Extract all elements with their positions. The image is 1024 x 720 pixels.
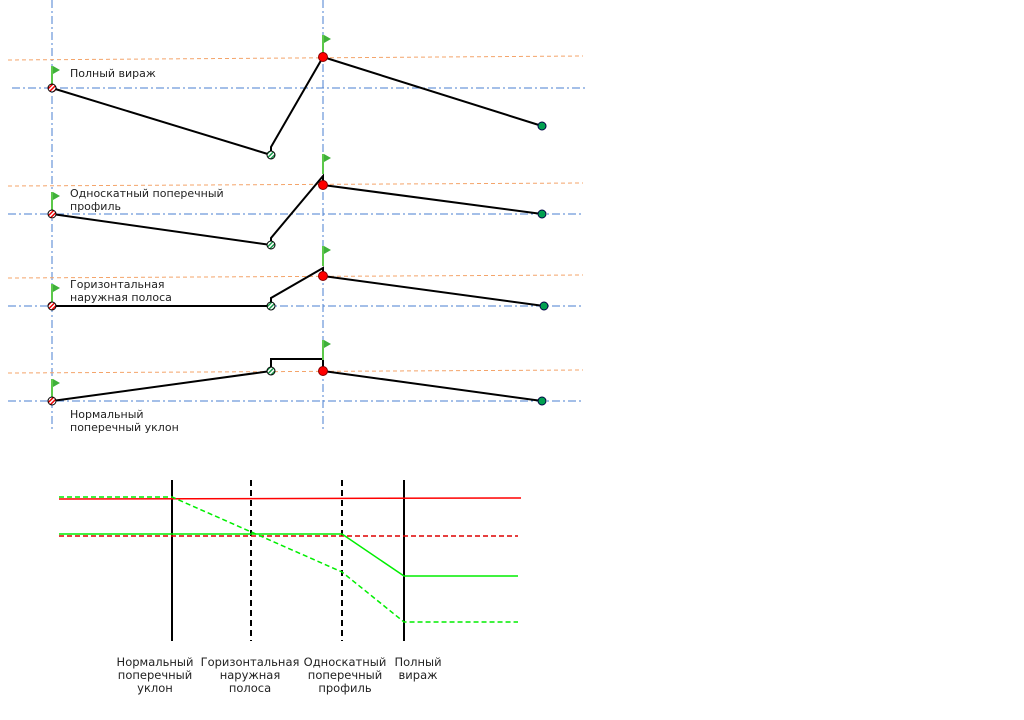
station-label: наружная <box>220 668 281 682</box>
flag-icon <box>51 378 61 400</box>
profile-normal-crown: Нормальный поперечный уклон <box>7 339 584 434</box>
solid-point-icon[interactable] <box>537 396 547 406</box>
flag-icon <box>322 245 332 267</box>
station-label: поперечный <box>308 668 382 682</box>
solid-point-icon[interactable] <box>318 271 328 281</box>
flag-icon <box>322 339 332 361</box>
flag-icon <box>51 65 61 87</box>
solid-point-icon[interactable] <box>537 121 547 131</box>
cross-section-line <box>51 55 543 157</box>
cross-section-line <box>52 266 545 307</box>
station-label: уклон <box>137 681 173 695</box>
cross-section-line <box>51 358 543 402</box>
profile-label: профиль <box>70 200 121 213</box>
flag-icon <box>322 34 332 56</box>
profile-label: Односкатный поперечный <box>70 187 224 200</box>
station-label: Полный <box>394 655 441 669</box>
profile-label: наружная полоса <box>70 291 172 304</box>
station-label: профиль <box>318 681 372 695</box>
hatched-point-icon[interactable] <box>266 150 276 160</box>
solid-point-icon[interactable] <box>537 209 547 219</box>
hatched-point-icon[interactable] <box>266 366 276 376</box>
profile-label: Полный вираж <box>70 67 156 80</box>
offset-line <box>7 182 584 187</box>
profile-label: поперечный уклон <box>70 421 179 434</box>
station-label: вираж <box>399 668 438 682</box>
cross-section-line <box>51 173 543 247</box>
right-edge-dashed-line <box>59 496 518 623</box>
profile-full-superelevation: Полный вираж <box>7 34 585 160</box>
offset-line <box>7 55 584 61</box>
flag-icon <box>51 191 61 213</box>
right-edge-solid-line <box>59 533 518 577</box>
profile-level-outside-lane: Горизонтальная наружная полоса <box>7 245 584 311</box>
hatched-point-icon[interactable] <box>47 83 57 93</box>
flag-icon <box>51 283 61 305</box>
hatched-point-icon[interactable] <box>47 209 57 219</box>
profile-label: Горизонтальная <box>70 278 165 291</box>
solid-point-icon[interactable] <box>318 180 328 190</box>
station-label: Горизонтальная <box>201 655 300 669</box>
hatched-point-icon[interactable] <box>47 396 57 406</box>
station-label: Нормальный <box>117 655 194 669</box>
offset-line <box>7 274 584 279</box>
station-label: Односкатный <box>304 655 387 669</box>
transition-diagram: Нормальный поперечный уклон Горизонтальн… <box>58 480 522 695</box>
flag-icon <box>322 153 332 175</box>
station-label: полоса <box>229 681 271 695</box>
solid-point-icon[interactable] <box>318 52 328 62</box>
station-label: поперечный <box>118 668 192 682</box>
offset-line <box>7 369 584 374</box>
hatched-point-icon[interactable] <box>266 240 276 250</box>
hatched-point-icon[interactable] <box>47 301 57 311</box>
profile-planar-section: Односкатный поперечный профиль <box>7 153 584 250</box>
profile-label: Нормальный <box>70 408 144 421</box>
solid-point-icon[interactable] <box>318 366 328 376</box>
left-edge-solid-line <box>58 497 522 500</box>
hatched-point-icon[interactable] <box>266 301 276 311</box>
solid-point-icon[interactable] <box>539 301 549 311</box>
